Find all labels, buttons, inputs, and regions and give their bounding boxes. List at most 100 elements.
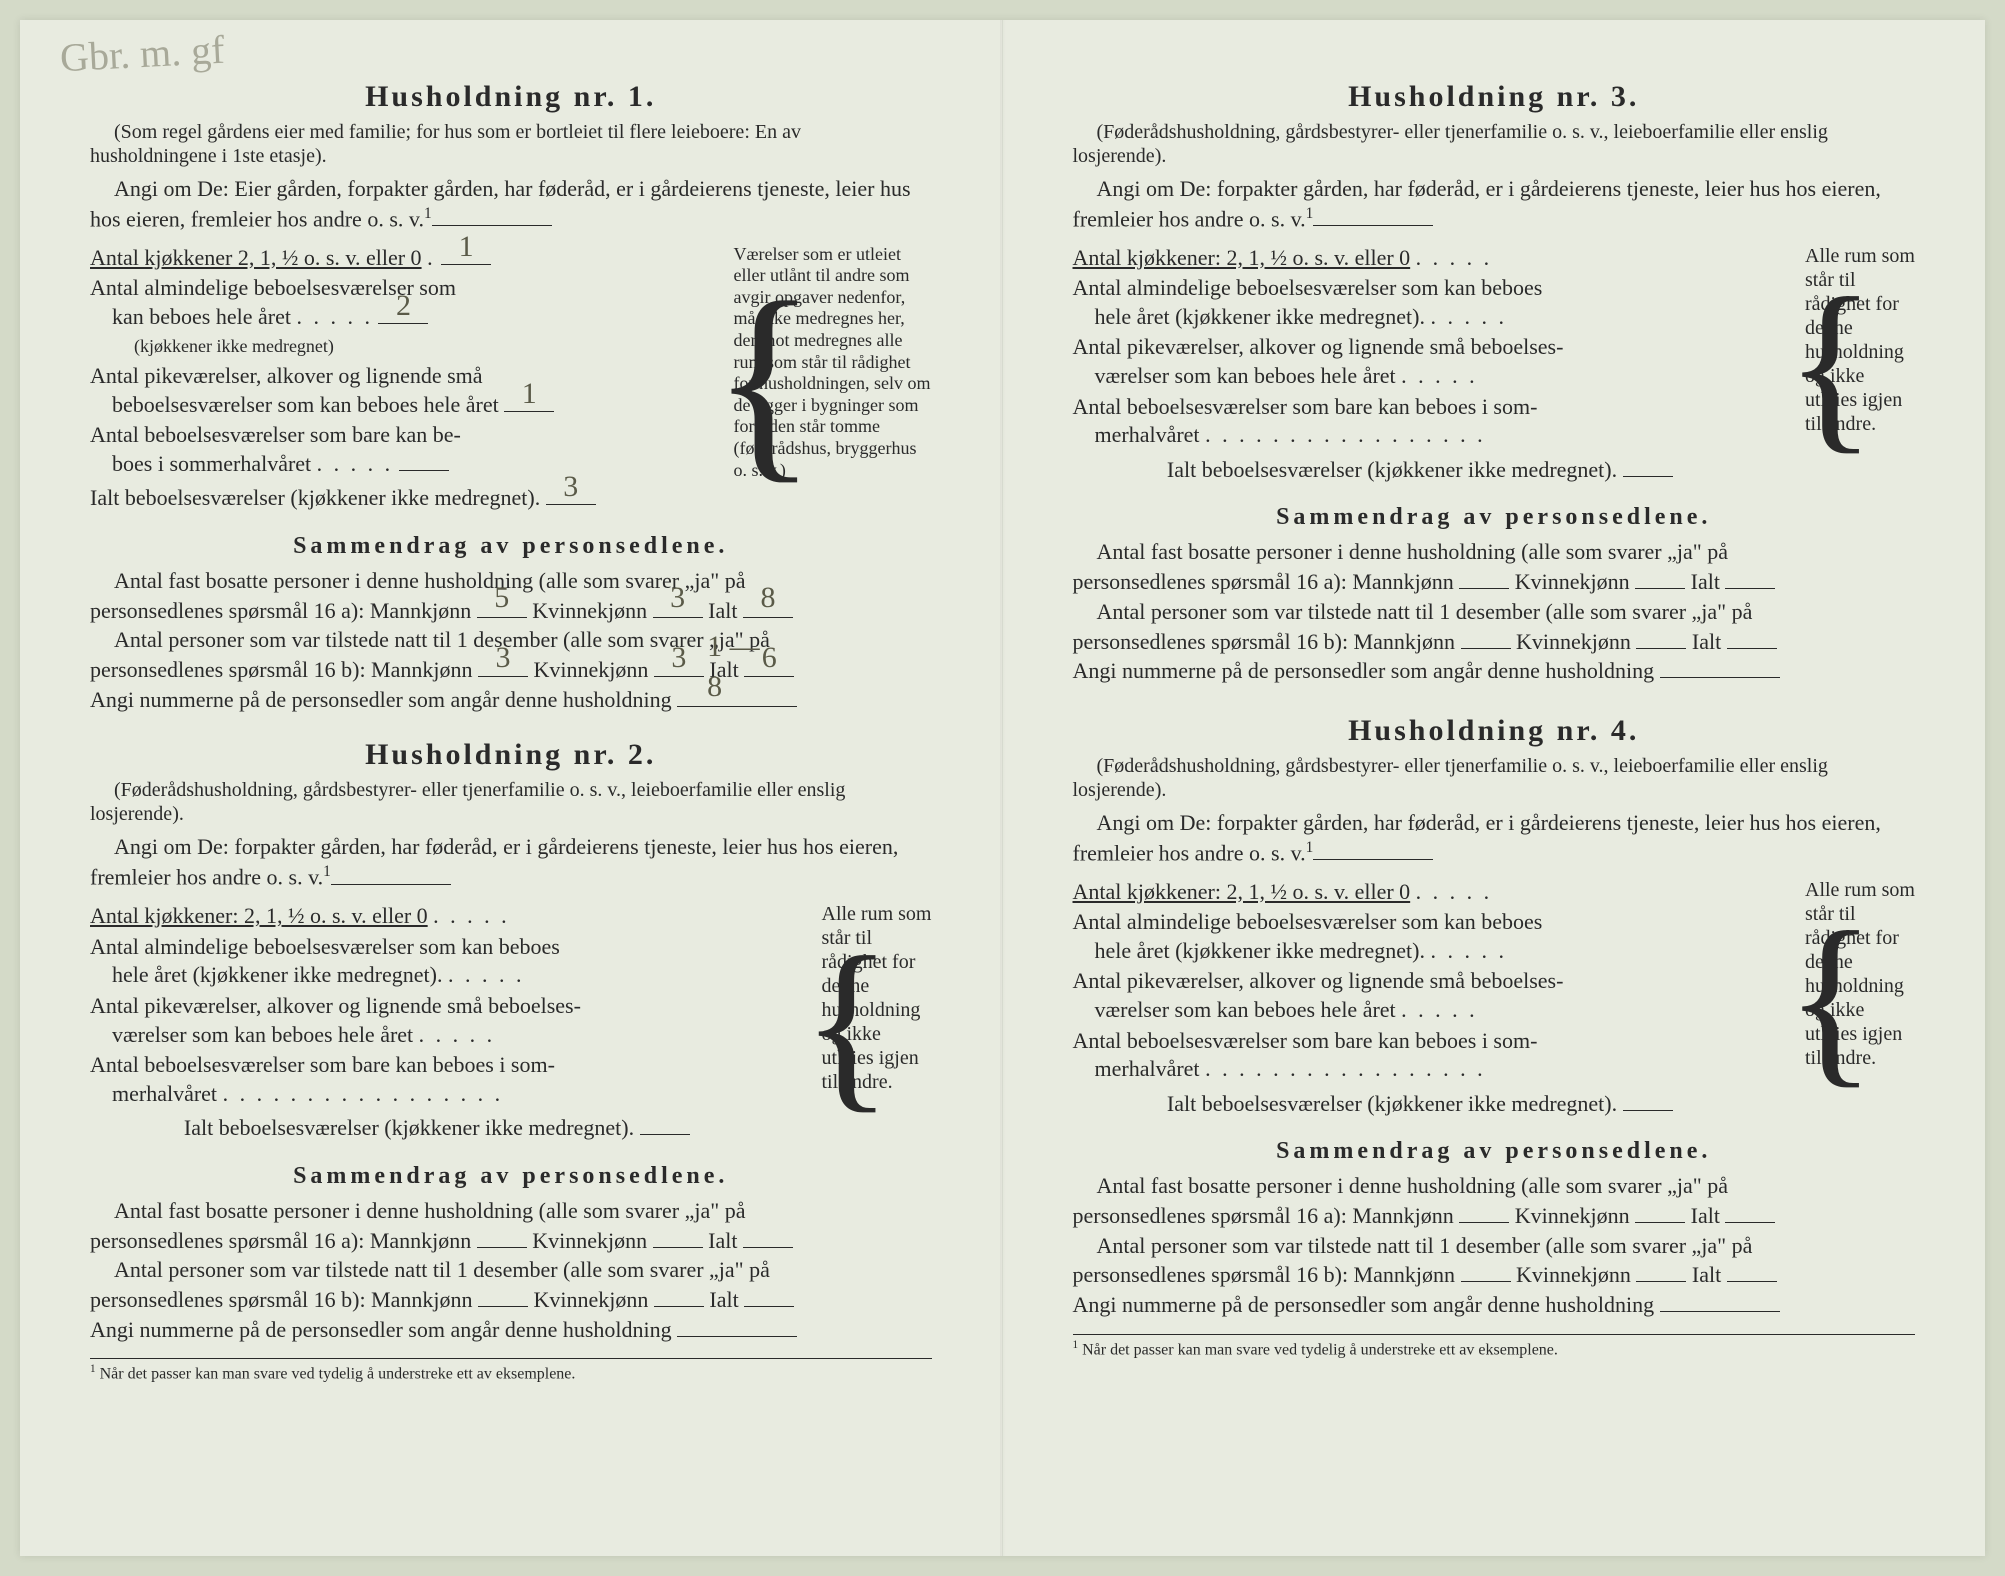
- k-label: Kvinnekjønn: [1515, 1203, 1630, 1228]
- mann-blank: [478, 1287, 528, 1307]
- sammendrag-title: Sammendrag av personsedlene.: [90, 1163, 932, 1190]
- field-blank: 2: [378, 304, 428, 324]
- angi-blank: [1313, 206, 1433, 226]
- field-ialt: Ialt beboelsesværelser (kjøkkener ikke m…: [90, 484, 694, 513]
- side-note: { Alle rum som står til rådighet for den…: [802, 902, 932, 1145]
- sam-line2: personsedlenes spørsmål 16 a): Mannkjønn…: [1073, 1201, 1916, 1231]
- footnote-text: Når det passer kan man svare ved tydelig…: [100, 1366, 576, 1383]
- sam-line3: Antal personer som var tilstede natt til…: [1073, 1231, 1916, 1261]
- dots: . . . . .: [1401, 363, 1478, 388]
- section-note: (Føderådshusholdning, gårdsbestyrer- ell…: [90, 778, 932, 826]
- footnote: 1 Når det passer kan man svare ved tydel…: [90, 1358, 932, 1383]
- sam-line1: Antal fast bosatte personer i denne hush…: [1073, 537, 1916, 567]
- angi-line: Angi om De: forpakter gården, har føderå…: [1073, 174, 1916, 234]
- sam-label: Angi nummerne på de personsedler som ang…: [90, 687, 672, 712]
- sam-label: Angi nummerne på de personsedler som ang…: [1073, 1292, 1655, 1317]
- sam-line5: Angi nummerne på de personsedler som ang…: [90, 685, 932, 715]
- field-label: Antal almindelige beboelsesværelser som …: [1073, 275, 1543, 300]
- mann-blank: [477, 1228, 527, 1248]
- field-label: Antal beboelsesværelser som bare kan beb…: [1073, 1028, 1538, 1053]
- field-sublabel: kan beboes hele året: [112, 304, 291, 329]
- field-subnote: (kjøkkener ikke medregnet): [134, 336, 334, 356]
- field-label: Antal kjøkkener 2, 1, ½ o. s. v. eller 0: [90, 245, 422, 270]
- kvinne-blank: [1636, 1263, 1686, 1283]
- i-label: Ialt: [708, 1228, 737, 1253]
- mann-blank: [1459, 1203, 1509, 1223]
- kvinne-value: 3: [671, 638, 686, 679]
- numre-blank: [1660, 1292, 1780, 1312]
- sam-label: Angi nummerne på de personsedler som ang…: [90, 1317, 672, 1342]
- field-label: Antal pikeværelser, alkover og lignende …: [1073, 334, 1564, 359]
- kvinne-blank: [1636, 629, 1686, 649]
- field-label: Antal almindelige beboelsesværelser som …: [90, 934, 560, 959]
- field-sommer: Antal beboelsesværelser som bare kan beb…: [1073, 393, 1768, 450]
- dots: . . . . .: [1416, 879, 1493, 904]
- section-title: Husholdning nr. 4.: [1073, 714, 1916, 748]
- angi-blank: [1313, 840, 1433, 860]
- kvinne-blank: 3: [654, 657, 704, 677]
- sam-line5: Angi nummerne på de personsedler som ang…: [1073, 1290, 1916, 1320]
- sammendrag-title: Sammendrag av personsedlene.: [1073, 504, 1916, 531]
- dots: . . . . .: [1430, 304, 1507, 329]
- kvinne-blank: [1635, 1203, 1685, 1223]
- field-ialt: Ialt beboelsesværelser (kjøkkener ikke m…: [90, 1114, 784, 1143]
- angi-line: Angi om De: Eier gården, forpakter gårde…: [90, 174, 932, 234]
- field-pike: Antal pikeværelser, alkover og lignende …: [90, 362, 694, 419]
- household-4: Husholdning nr. 4. (Føderådshusholdning,…: [1073, 714, 1916, 1320]
- sam-line1: Antal fast bosatte personer i denne hush…: [1073, 1171, 1916, 1201]
- dots: . . . . .: [433, 903, 510, 928]
- sam-line4: personsedlenes spørsmål 16 b): Mannkjønn…: [90, 655, 932, 685]
- sam-label: personsedlenes spørsmål 16 b): Mannkjønn: [1073, 1262, 1456, 1287]
- field-pike: Antal pikeværelser, alkover og lignende …: [90, 992, 784, 1049]
- section-note: (Som regel gårdens eier med familie; for…: [90, 120, 932, 168]
- field-label: Antal kjøkkener: 2, 1, ½ o. s. v. eller …: [1073, 245, 1411, 270]
- k-label: Kvinnekjønn: [532, 598, 647, 623]
- field-sublabel: værelser som kan beboes hele året: [112, 1022, 413, 1047]
- footnote-ref: 1: [1306, 839, 1314, 856]
- ialt-value: 8: [760, 578, 775, 619]
- k-label: Kvinnekjønn: [532, 1228, 647, 1253]
- sam-line5: Angi nummerne på de personsedler som ang…: [90, 1315, 932, 1345]
- section-note: (Føderådshusholdning, gårdsbestyrer- ell…: [1073, 754, 1916, 802]
- ialt-blank: [1727, 629, 1777, 649]
- field-label: Ialt beboelsesværelser (kjøkkener ikke m…: [184, 1115, 634, 1140]
- angi-blank: [432, 206, 552, 226]
- mann-blank: [1461, 629, 1511, 649]
- sam-line4: personsedlenes spørsmål 16 b): Mannkjønn…: [1073, 627, 1916, 657]
- dots: . . . . .: [1430, 938, 1507, 963]
- k-label: Kvinnekjønn: [1516, 1262, 1631, 1287]
- numre-blank: 1 — 8: [677, 687, 797, 707]
- field-sublabel: merhalvåret: [112, 1081, 217, 1106]
- k-label: Kvinnekjønn: [534, 1287, 649, 1312]
- k-label: Kvinnekjønn: [1515, 569, 1630, 594]
- field-sublabel: hele året (kjøkkener ikke medregnet).: [1095, 938, 1425, 963]
- i-label: Ialt: [1692, 629, 1721, 654]
- kvinne-blank: [654, 1287, 704, 1307]
- field-label: Ialt beboelsesværelser (kjøkkener ikke m…: [90, 485, 540, 510]
- field-label: Antal pikeværelser, alkover og lignende …: [90, 993, 581, 1018]
- sammendrag-title: Sammendrag av personsedlene.: [1073, 1138, 1916, 1165]
- sam-label: personsedlenes spørsmål 16 a): Mannkjønn: [1073, 1203, 1454, 1228]
- field-alm: Antal almindelige beboelsesværelser som …: [90, 274, 694, 360]
- sam-line1: Antal fast bosatte personer i denne hush…: [90, 1196, 932, 1226]
- sammendrag-title: Sammendrag av personsedlene.: [90, 533, 932, 560]
- section-title: Husholdning nr. 2.: [90, 738, 932, 772]
- field-kjokken: Antal kjøkkener: 2, 1, ½ o. s. v. eller …: [1073, 878, 1768, 907]
- dots: .: [427, 245, 436, 270]
- sam-label: personsedlenes spørsmål 16 b): Mannkjønn: [1073, 629, 1456, 654]
- page-right: Husholdning nr. 3. (Føderådshusholdning,…: [1003, 20, 1986, 1556]
- section-title: Husholdning nr. 3.: [1073, 80, 1916, 114]
- section-title: Husholdning nr. 1.: [90, 80, 932, 114]
- side-note: { Alle rum som står til rådighet for den…: [1785, 878, 1915, 1121]
- mann-value: 3: [496, 638, 511, 679]
- sam-label: personsedlenes spørsmål 16 a): Mannkjønn: [90, 598, 471, 623]
- sam-line3: Antal personer som var tilstede natt til…: [90, 1255, 932, 1285]
- field-alm: Antal almindelige beboelsesværelser som …: [1073, 908, 1768, 965]
- field-kjokken: Antal kjøkkener: 2, 1, ½ o. s. v. eller …: [90, 902, 784, 931]
- field-ialt: Ialt beboelsesværelser (kjøkkener ikke m…: [1073, 456, 1768, 485]
- mann-blank: [1459, 569, 1509, 589]
- field-blank: [640, 1116, 690, 1136]
- handwritten-annotation: Gbr. m. gf: [59, 36, 225, 73]
- field-value: 1: [459, 227, 474, 266]
- dots: . . . . .: [1416, 245, 1493, 270]
